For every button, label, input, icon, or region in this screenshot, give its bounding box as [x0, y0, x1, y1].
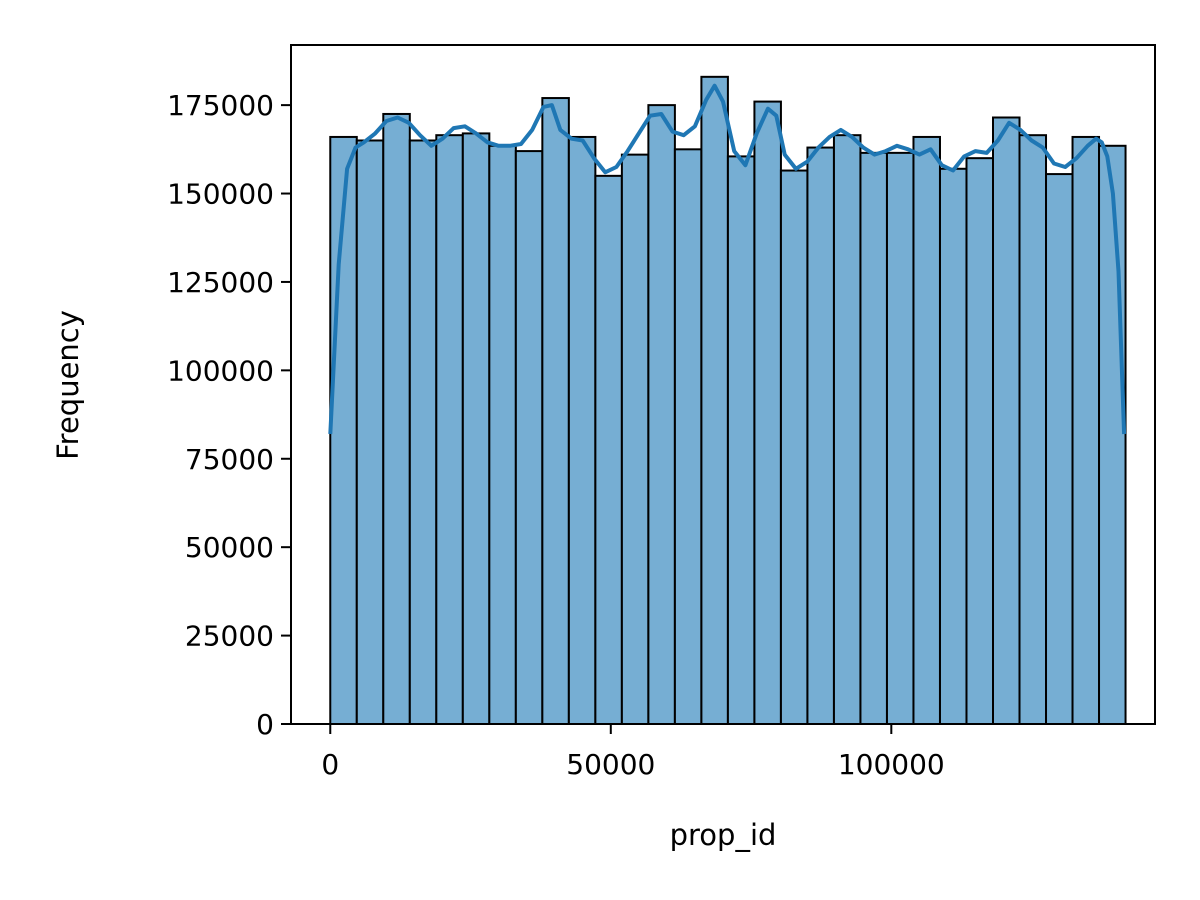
- x-axis-ticks: 0 50000 100000: [321, 724, 945, 781]
- plot-area-frame: [290, 44, 1156, 725]
- histogram-bar: [488, 144, 517, 725]
- y-tick-label: 125000: [167, 266, 274, 299]
- histogram-bar: [938, 167, 968, 725]
- histogram-bar: [435, 134, 464, 725]
- histogram-bar: [965, 157, 994, 725]
- histogram-bar: [859, 151, 888, 725]
- y-tick-label: 100000: [167, 354, 274, 387]
- x-tick-label: 100000: [838, 748, 945, 781]
- x-axis-label: prop_id: [670, 818, 777, 852]
- y-tick-label: 0: [256, 708, 274, 741]
- histogram-bar: [832, 134, 862, 725]
- y-axis-label: Frequency: [51, 310, 85, 460]
- histogram-bar: [1045, 173, 1074, 725]
- histogram-bar: [779, 169, 809, 726]
- histogram-bar: [382, 112, 411, 725]
- histogram-bar: [541, 97, 570, 725]
- histogram-bars: [329, 75, 1127, 726]
- histogram-bar: [1018, 134, 1048, 725]
- histogram-bar: [408, 139, 438, 725]
- histogram-bar: [594, 174, 623, 726]
- y-tick-label: 75000: [185, 443, 274, 476]
- x-tick-label: 0: [321, 748, 339, 781]
- x-tick-label: 50000: [566, 748, 655, 781]
- histogram-bar: [885, 151, 915, 725]
- histogram-bar: [726, 155, 756, 725]
- histogram-bar: [647, 104, 676, 725]
- histogram-bar: [567, 135, 597, 725]
- kde-curve: [328, 83, 1127, 435]
- histogram-bar: [461, 132, 491, 726]
- histogram-bar: [912, 135, 941, 725]
- histogram-bar: [620, 153, 650, 726]
- histogram-bar: [514, 150, 544, 725]
- histogram-bar: [355, 139, 385, 725]
- histogram-bar: [1071, 135, 1101, 725]
- histogram-bar: [753, 100, 782, 726]
- y-tick-label: 25000: [185, 620, 274, 653]
- histogram-bar: [992, 116, 1021, 726]
- histogram-bar: [673, 148, 703, 726]
- y-tick-label: 150000: [167, 178, 274, 211]
- histogram-bar: [806, 146, 835, 725]
- y-tick-label: 175000: [167, 89, 274, 122]
- y-tick-label: 50000: [185, 531, 274, 564]
- histogram-bar: [700, 75, 729, 725]
- y-axis-ticks: 0 25000 50000 75000 100000 125000 150000 175000: [167, 89, 291, 741]
- histogram-bar: [1098, 144, 1127, 725]
